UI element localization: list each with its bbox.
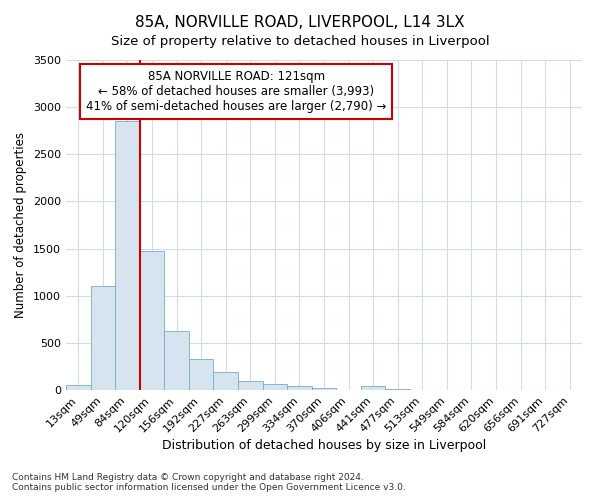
Text: Contains HM Land Registry data © Crown copyright and database right 2024.
Contai: Contains HM Land Registry data © Crown c… [12,473,406,492]
Text: 85A NORVILLE ROAD: 121sqm
← 58% of detached houses are smaller (3,993)
41% of se: 85A NORVILLE ROAD: 121sqm ← 58% of detac… [86,70,386,113]
Bar [287,386,312,390]
Text: 85A, NORVILLE ROAD, LIVERPOOL, L14 3LX: 85A, NORVILLE ROAD, LIVERPOOL, L14 3LX [135,15,465,30]
Bar [214,372,238,390]
Bar [238,380,263,390]
Bar [385,388,410,390]
Bar [66,385,91,390]
Bar [263,384,287,390]
Text: Size of property relative to detached houses in Liverpool: Size of property relative to detached ho… [110,35,490,48]
X-axis label: Distribution of detached houses by size in Liverpool: Distribution of detached houses by size … [162,440,486,452]
Bar [115,122,140,390]
Bar [140,252,164,390]
Bar [164,330,189,390]
Bar [361,386,385,390]
Y-axis label: Number of detached properties: Number of detached properties [14,132,28,318]
Bar [312,388,336,390]
Bar [91,286,115,390]
Bar [189,359,214,390]
